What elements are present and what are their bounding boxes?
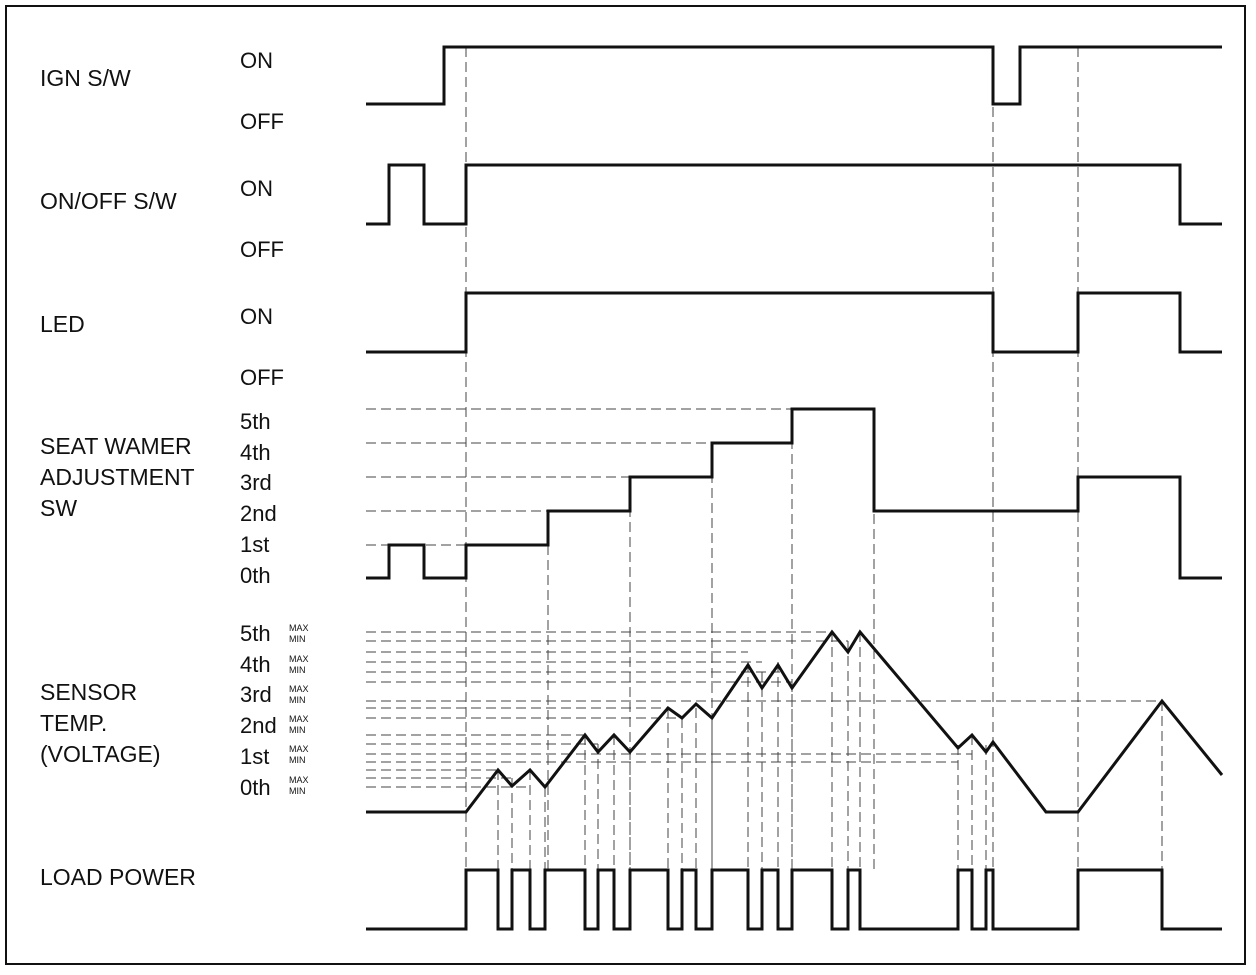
temp-2nd-min: MIN (289, 725, 306, 735)
temp-1st-min: MIN (289, 755, 306, 765)
ign-off-level: OFF (240, 109, 284, 134)
waveforms (366, 45, 1224, 931)
ign-label: IGN S/W (40, 65, 131, 91)
adj-level-1st: 1st (240, 532, 269, 557)
temp-0th-max: MAX (289, 775, 309, 785)
temp-level-5th: 5th (240, 621, 271, 646)
onoff-off-level: OFF (240, 237, 284, 262)
temp-label-line3: (VOLTAGE) (40, 741, 161, 767)
temp-level-1st: 1st (240, 744, 269, 769)
adj-level-3rd: 3rd (240, 470, 272, 495)
temp-1st-max: MAX (289, 744, 309, 754)
temp-level-2nd: 2nd (240, 713, 277, 738)
temp-4th-max: MAX (289, 654, 309, 664)
adj-level-4th: 4th (240, 440, 271, 465)
temp-label-line2: TEMP. (40, 710, 107, 736)
temp-waveform (366, 629, 1224, 814)
temp-level-4th: 4th (240, 652, 271, 677)
led-waveform (366, 291, 1222, 354)
temp-4th-min: MIN (289, 665, 306, 675)
ign-on-level: ON (240, 48, 273, 73)
adj-label-line3: SW (40, 495, 77, 521)
adj-level-2nd: 2nd (240, 501, 277, 526)
guide-lines (366, 47, 1181, 929)
adj-level-0th: 0th (240, 563, 271, 588)
led-label: LED (40, 311, 85, 337)
temp-5th-min: MIN (289, 634, 306, 644)
temp-level-0th: 0th (240, 775, 271, 800)
temp-3rd-min: MIN (289, 695, 306, 705)
adj-label-line2: ADJUSTMENT (40, 464, 195, 490)
ign-waveform (366, 45, 1222, 106)
load-label: LOAD POWER (40, 864, 196, 890)
temp-level-3rd: 3rd (240, 682, 272, 707)
onoff-waveform (366, 163, 1222, 226)
onoff-label: ON/OFF S/W (40, 188, 177, 214)
temp-2nd-max: MAX (289, 714, 309, 724)
load-waveform (366, 868, 1222, 931)
adj-label-line1: SEAT WAMER (40, 433, 192, 459)
led-off-level: OFF (240, 365, 284, 390)
temp-3rd-max: MAX (289, 684, 309, 694)
temp-label-line1: SENSOR (40, 679, 137, 705)
temp-5th-max: MAX (289, 623, 309, 633)
adj-waveform (366, 407, 1222, 580)
onoff-on-level: ON (240, 176, 273, 201)
led-on-level: ON (240, 304, 273, 329)
temp-0th-min: MIN (289, 786, 306, 796)
adj-level-5th: 5th (240, 409, 271, 434)
